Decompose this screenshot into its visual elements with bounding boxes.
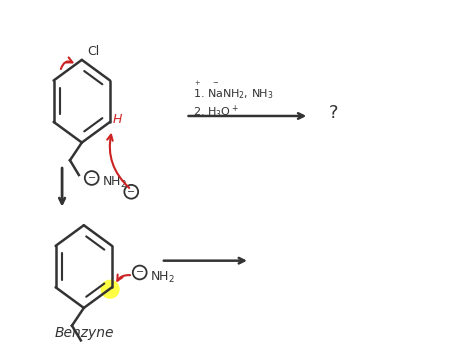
Text: −: − — [88, 173, 96, 183]
Text: 1. NaNH$_2$, NH$_3$: 1. NaNH$_2$, NH$_3$ — [192, 87, 273, 101]
Text: NH$_2$: NH$_2$ — [101, 175, 127, 191]
Text: Benzyne: Benzyne — [54, 326, 114, 339]
Text: −: − — [136, 267, 144, 278]
Text: NH$_2$: NH$_2$ — [150, 270, 174, 285]
Text: 2. H$_3$O$^+$: 2. H$_3$O$^+$ — [192, 104, 238, 121]
Text: ?: ? — [329, 104, 338, 122]
Circle shape — [101, 280, 119, 298]
Text: $^+$   $^-$: $^+$ $^-$ — [192, 80, 219, 93]
Text: H: H — [113, 113, 122, 126]
Text: −: − — [127, 187, 135, 197]
Text: Cl: Cl — [87, 45, 99, 58]
